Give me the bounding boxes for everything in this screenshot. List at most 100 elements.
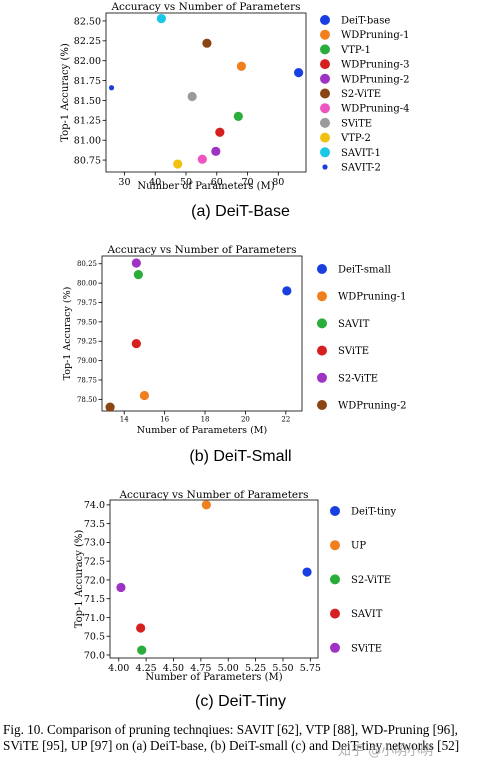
data-point-wdpruning-1 [139, 390, 150, 401]
y-tick-label: 82.25 [74, 36, 101, 47]
legend-label-s2-vite: S2-ViTE [338, 373, 378, 384]
x-axis-label: Number of Parameters (M) [137, 425, 267, 436]
data-point-wdpruning-1 [236, 61, 246, 71]
y-tick-label: 78.75 [77, 376, 97, 384]
chart-title: Accuracy vs Number of Parameters [106, 245, 296, 256]
legend-marker-savit [317, 318, 327, 329]
y-axis-label: Top-1 Accuracy (%) [74, 530, 85, 629]
data-point-deit-tiny [302, 567, 312, 577]
y-tick-label: 74.0 [84, 500, 105, 511]
legend-marker-vtp-1 [320, 44, 330, 55]
chart-deit-small: Accuracy vs Number of Parameters 14 16 18 20… [62, 245, 406, 436]
data-point-s2-vite [131, 258, 141, 268]
legend-label-wdpruning-2: WDPruning-2 [341, 74, 409, 85]
legend-label-deit-tiny: DeiT-tiny [351, 507, 397, 518]
legend-marker-deit-base [320, 15, 330, 25]
data-point-svite [116, 582, 126, 593]
y-tick-label: 80.25 [77, 260, 97, 268]
y-tick-label: 80.75 [74, 155, 101, 166]
subfigure-label-c: (c) DeiT-Tiny [195, 693, 286, 710]
x-tick-label: 16 [160, 416, 169, 424]
figure-caption: Fig. 10. Comparison of pruning technqiue… [3, 722, 460, 753]
legend-label-wdpruning-3: WDPruning-3 [341, 60, 409, 71]
legend-label-wdpruning-2: WDPruning-2 [338, 401, 406, 412]
data-point-s2-vite [137, 645, 147, 655]
legend-marker-s2-vite [320, 88, 330, 99]
legend-label-vtp-1: VTP-1 [340, 45, 371, 56]
legend-marker-deit-small [317, 264, 327, 274]
legend-label-up: UP [351, 541, 366, 552]
x-tick-label: 40 [149, 177, 161, 188]
data-point-deit-base [294, 68, 304, 78]
subfigure-label-a: (a) DeiT-Base [191, 203, 290, 220]
y-axis-label: Top-1 Accuracy (%) [62, 287, 73, 381]
legend-marker-svite [330, 642, 340, 653]
legend-label-s2-vite: S2-ViTE [341, 89, 381, 100]
legend-marker-wdpruning-1 [320, 29, 330, 40]
y-tick-label: 78.50 [77, 396, 97, 404]
legend-marker-deit-tiny [330, 506, 340, 516]
x-tick-label: 5.50 [272, 663, 293, 674]
legend-marker-s2-vite [317, 372, 327, 383]
data-point-up [201, 500, 211, 510]
legend-marker-savit [330, 608, 340, 619]
x-tick-label: 4.25 [136, 663, 157, 674]
y-axis-label: Top-1 Accuracy (%) [60, 43, 71, 142]
data-point-savit [133, 270, 143, 280]
legend-marker-savit-2 [322, 164, 328, 170]
data-point-s2-vite [202, 38, 212, 48]
plot-area [109, 499, 319, 659]
y-tick-label: 82.00 [74, 56, 101, 67]
x-tick-label: 18 [201, 416, 210, 424]
legend-label-savit: SAVIT [338, 319, 370, 330]
legend-marker-up [330, 540, 340, 551]
legend-label-wdpruning-1: WDPruning-1 [338, 292, 406, 303]
y-tick-label: 72.5 [84, 556, 105, 567]
subfigure-label-b: (b) DeiT-Small [189, 448, 292, 465]
legend-marker-s2-vite [330, 574, 340, 585]
y-tick-label: 79.25 [77, 338, 97, 346]
x-tick-label: 80 [272, 177, 284, 188]
legend-marker-wdpruning-2 [317, 400, 327, 410]
data-point-deit-small [282, 286, 292, 296]
watermark: 知乎 @小明小明 [338, 744, 434, 759]
plot-area [105, 12, 307, 173]
chart-deit-base: Accuracy vs Number of Parameters 30 40 50 60… [60, 1, 409, 192]
data-point-wdpruning-3 [215, 127, 225, 137]
legend-label-deit-small: DeiT-small [338, 265, 391, 276]
legend-marker-wdpruning-1 [317, 291, 327, 302]
data-point-svite [131, 338, 141, 349]
legend-label-svite: SViTE [338, 346, 369, 357]
legend-label-savit-2: SAVIT-2 [341, 163, 381, 174]
x-tick-label: 4.00 [108, 663, 129, 674]
y-tick-label: 79.00 [77, 357, 97, 365]
x-tick-label: 70 [241, 177, 253, 188]
y-tick-label: 71.5 [84, 594, 105, 605]
data-point-savit [136, 623, 146, 633]
y-tick-label: 79.50 [77, 318, 97, 326]
y-tick-label: 70.5 [84, 632, 105, 643]
legend-label-vtp-2: VTP-2 [340, 133, 371, 144]
data-point-savit-2 [108, 85, 115, 91]
legend-label-s2-vite: S2-ViTE [351, 575, 391, 586]
x-tick-label: 5.25 [245, 663, 266, 674]
plot-area [101, 255, 303, 412]
legend-label-savit-1: SAVIT-1 [341, 148, 381, 159]
chart-deit-tiny: Accuracy vs Number of Parameters 4.00 4.25… [74, 489, 397, 683]
y-tick-label: 81.25 [74, 116, 101, 127]
y-tick-label: 81.50 [74, 96, 101, 107]
y-tick-label: 81.00 [74, 136, 101, 147]
legend-label-deit-base: DeiT-base [341, 16, 390, 27]
data-point-wdpruning-2 [211, 146, 221, 156]
data-point-wdpruning-2 [105, 402, 115, 412]
x-tick-label: 20 [241, 416, 250, 424]
x-tick-label: 50 [180, 177, 192, 188]
x-tick-label: 4.75 [190, 663, 211, 674]
y-tick-label: 79.75 [77, 299, 97, 307]
x-tick-label: 5.00 [218, 663, 239, 674]
y-tick-label: 82.50 [74, 16, 101, 27]
data-point-wdpruning-4 [197, 154, 207, 164]
x-tick-label: 5.75 [300, 663, 321, 674]
legend-label-savit: SAVIT [351, 609, 383, 620]
y-tick-label: 71.0 [84, 613, 105, 624]
